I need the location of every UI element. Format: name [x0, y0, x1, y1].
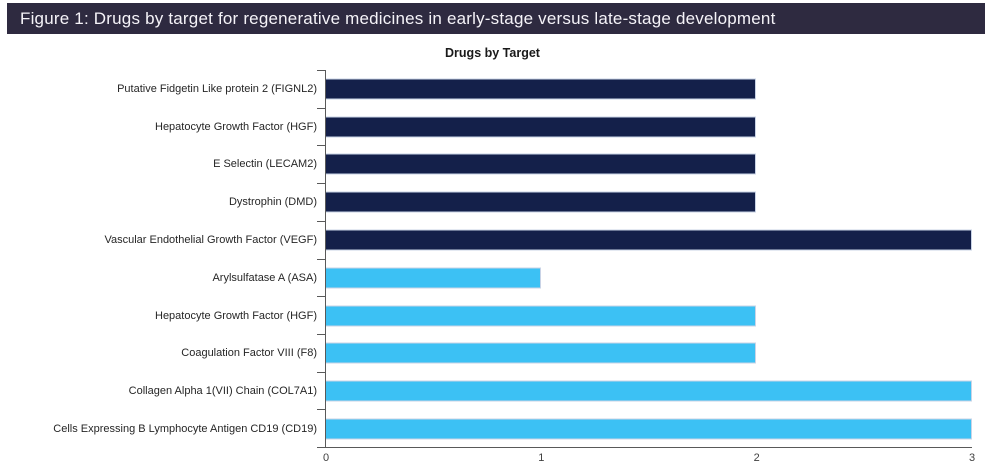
bar	[325, 305, 757, 327]
chart-title: Drugs by Target	[445, 46, 540, 60]
bar	[325, 78, 757, 100]
bar	[325, 191, 757, 213]
bar-row: Putative Fidgetin Like protein 2 (FIGNL2…	[0, 70, 972, 108]
bar-row: Vascular Endothelial Growth Factor (VEGF…	[0, 221, 972, 259]
figure-caption: Figure 1: Drugs by target for regenerati…	[20, 8, 776, 28]
bar-track	[325, 297, 972, 335]
bar-track	[325, 372, 972, 410]
bar-track	[325, 410, 972, 448]
category-label: Collagen Alpha 1(VII) Chain (COL7A1)	[128, 385, 317, 398]
bar	[325, 342, 757, 364]
bar-row: Cells Expressing B Lymphocyte Antigen CD…	[0, 410, 972, 448]
bar-row: Arylsulfatase A (ASA)	[0, 259, 972, 297]
category-label: E Selectin (LECAM2)	[213, 158, 317, 171]
bar-track	[325, 221, 972, 259]
bar-row: E Selectin (LECAM2)	[0, 146, 972, 184]
category-label: Putative Fidgetin Like protein 2 (FIGNL2…	[117, 82, 317, 95]
x-axis-tick-label: 1	[538, 452, 545, 464]
category-label: Cells Expressing B Lymphocyte Antigen CD…	[53, 423, 317, 436]
bar-row: Hepatocyte Growth Factor (HGF)	[0, 297, 972, 335]
bar-rows: Putative Fidgetin Like protein 2 (FIGNL2…	[0, 70, 972, 448]
category-label: Hepatocyte Growth Factor (HGF)	[155, 309, 317, 322]
figure-caption-bar: Figure 1: Drugs by target for regenerati…	[7, 3, 985, 34]
bar-row: Coagulation Factor VIII (F8)	[0, 335, 972, 373]
bar-row: Collagen Alpha 1(VII) Chain (COL7A1)	[0, 372, 972, 410]
bar-row: Dystrophin (DMD)	[0, 183, 972, 221]
bar	[325, 267, 541, 289]
x-axis-tick-label: 3	[968, 452, 976, 464]
bar	[325, 153, 757, 175]
bar-track	[325, 259, 972, 297]
bar	[325, 116, 757, 138]
x-axis-tick-label: 2	[753, 452, 760, 464]
bar-row: Hepatocyte Growth Factor (HGF)	[0, 108, 972, 146]
category-label: Coagulation Factor VIII (F8)	[181, 347, 317, 360]
bar-track	[325, 70, 972, 108]
category-label: Vascular Endothelial Growth Factor (VEGF…	[104, 234, 317, 247]
category-label: Dystrophin (DMD)	[228, 196, 317, 209]
bar	[325, 380, 972, 402]
bar-track	[325, 146, 972, 184]
bar-track	[325, 183, 972, 221]
bar-track	[325, 335, 972, 373]
bar-track	[325, 108, 972, 146]
x-axis-tick-label: 0	[322, 452, 330, 464]
category-label: Hepatocyte Growth Factor (HGF)	[155, 120, 317, 133]
category-label: Arylsulfatase A (ASA)	[212, 271, 317, 284]
bar	[325, 418, 972, 440]
bar	[325, 229, 972, 251]
